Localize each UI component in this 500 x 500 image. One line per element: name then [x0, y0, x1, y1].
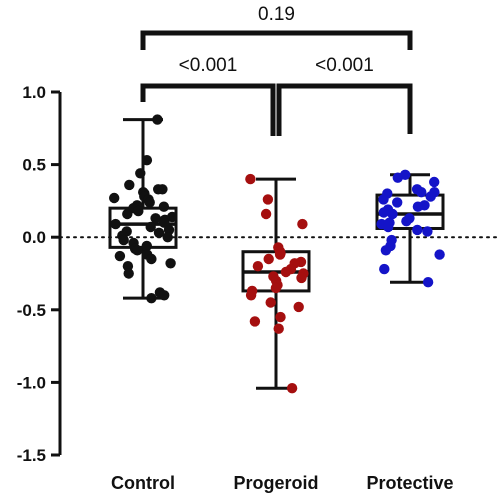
data-point-control	[133, 205, 144, 217]
data-point-protective	[412, 201, 424, 212]
y-tick-label: 1.0	[22, 83, 46, 102]
data-point-control	[141, 155, 153, 166]
data-point-protective	[380, 245, 392, 256]
data-point-control	[132, 245, 143, 256]
data-points	[109, 114, 445, 394]
comparison-bracket: <0.001	[276, 55, 413, 136]
data-point-progeroid	[297, 218, 308, 230]
p-value-label: 0.19	[258, 4, 295, 25]
data-point-control	[152, 114, 163, 125]
y-tick-label: 0.5	[22, 156, 46, 175]
y-tick-label: -1.0	[17, 373, 46, 392]
data-point-progeroid	[265, 297, 276, 308]
y-axis: 1.0 0.5 0.0 -0.5 -1.0 -1.5	[17, 83, 62, 465]
iqr-box	[375, 193, 445, 230]
data-point-control	[146, 293, 157, 304]
data-point-control	[114, 250, 126, 262]
bracket-line	[140, 30, 413, 50]
data-point-protective	[378, 194, 389, 205]
p-value-label: <0.001	[315, 55, 374, 76]
data-point-control	[141, 240, 152, 252]
category-label-progeroid: Progeroid	[233, 473, 318, 493]
data-point-control	[153, 227, 165, 238]
data-point-control	[109, 192, 120, 204]
y-tick-label: -0.5	[17, 301, 46, 320]
data-point-protective	[422, 277, 434, 288]
data-point-progeroid	[252, 261, 264, 272]
data-point-protective	[416, 187, 427, 198]
data-point-control	[144, 197, 155, 208]
data-point-control	[165, 258, 176, 269]
data-point-control	[145, 221, 156, 233]
data-point-control	[162, 232, 173, 243]
data-point-control	[118, 234, 129, 246]
data-point-progeroid	[296, 272, 307, 284]
data-point-protective	[387, 208, 398, 220]
y-tick-label: 0.0	[22, 228, 46, 247]
data-point-control	[158, 201, 170, 212]
data-point-progeroid	[270, 282, 282, 294]
comparison-bracket: 0.19	[140, 4, 413, 50]
category-label-protective: Protective	[366, 473, 453, 493]
data-point-progeroid	[260, 208, 272, 220]
data-point-progeroid	[274, 249, 286, 260]
data-point-progeroid	[280, 266, 292, 278]
data-point-protective	[379, 263, 390, 275]
x-axis-category-labels: Control Progeroid Protective	[111, 473, 454, 493]
data-point-progeroid	[249, 316, 261, 327]
data-point-protective	[429, 176, 440, 188]
y-tick-label: -1.5	[17, 446, 46, 465]
data-point-progeroid	[286, 383, 298, 394]
data-point-control	[122, 208, 133, 220]
data-point-control	[159, 290, 170, 301]
data-point-protective	[378, 207, 389, 218]
data-point-control	[146, 253, 157, 265]
data-point-control	[123, 268, 134, 279]
data-point-protective	[392, 172, 403, 183]
data-point-protective	[425, 191, 436, 202]
data-point-progeroid	[275, 311, 286, 323]
data-point-protective	[401, 216, 412, 227]
data-point-progeroid	[273, 323, 284, 334]
data-point-control	[150, 213, 161, 224]
significance-brackets: 0.19 <0.001 <0.001	[140, 4, 413, 136]
data-point-control	[153, 184, 164, 195]
p-value-label: <0.001	[179, 55, 238, 76]
data-point-control	[110, 218, 121, 230]
data-point-protective	[412, 224, 423, 236]
data-point-progeroid	[245, 173, 256, 185]
data-point-protective	[434, 249, 445, 260]
data-point-protective	[392, 197, 403, 208]
data-point-progeroid	[245, 290, 257, 301]
data-point-progeroid	[263, 253, 274, 265]
bracket-line	[276, 83, 413, 136]
bracket-line	[140, 83, 276, 136]
comparison-bracket: <0.001	[140, 55, 276, 136]
data-point-progeroid	[293, 301, 304, 313]
data-point-control	[135, 168, 146, 179]
data-point-protective	[422, 226, 433, 237]
data-point-progeroid	[262, 194, 274, 205]
category-label-control: Control	[111, 473, 175, 493]
data-point-protective	[383, 221, 394, 233]
data-point-control	[124, 179, 135, 191]
